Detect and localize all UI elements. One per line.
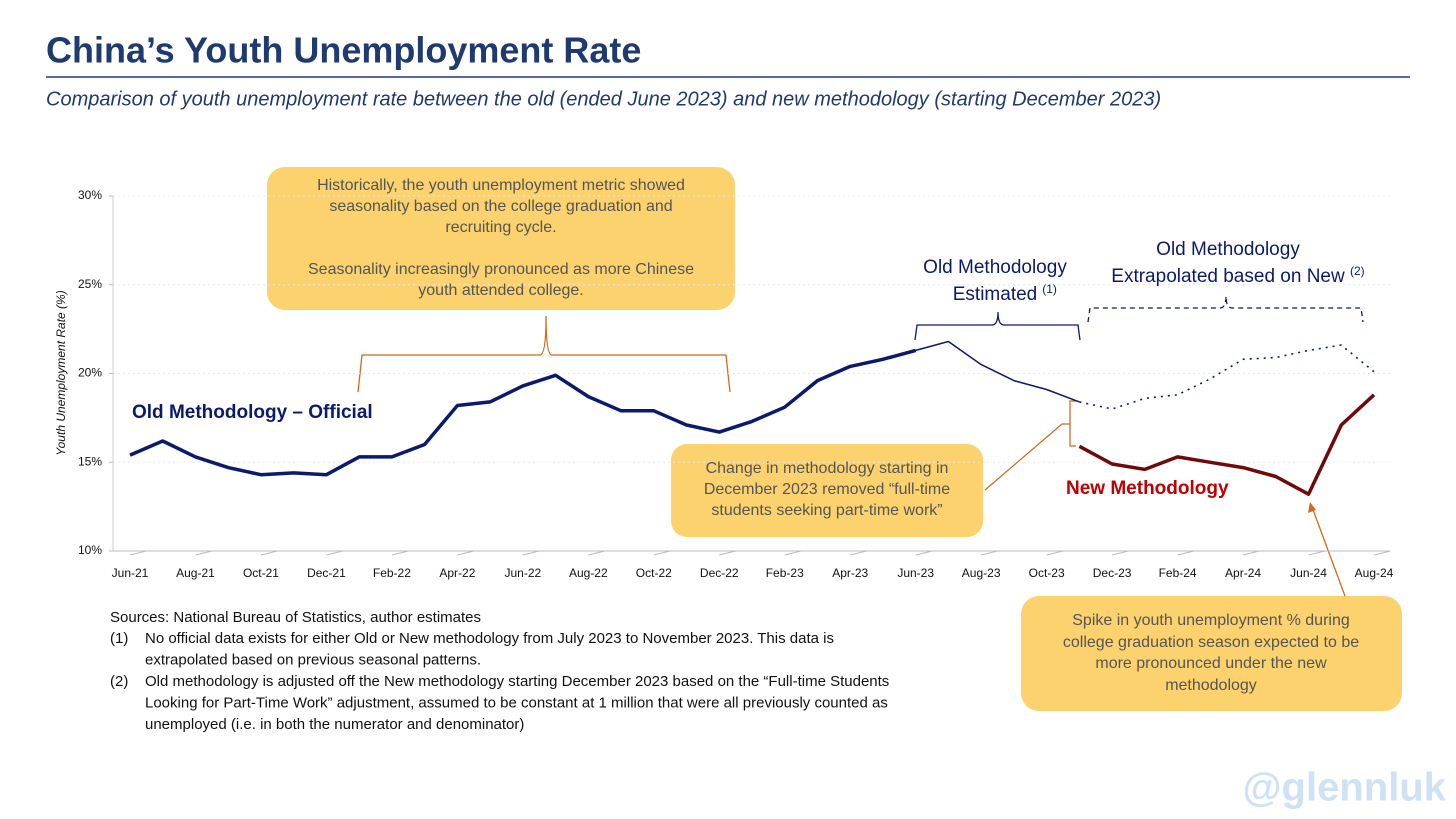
footnote-ref: (2) bbox=[1350, 264, 1365, 278]
callout-text: seasonality based on the college graduat… bbox=[329, 198, 672, 215]
series-line bbox=[1078, 393, 1376, 496]
series-line bbox=[129, 348, 917, 477]
x-tick-label: Dec-21 bbox=[307, 566, 346, 580]
x-tick bbox=[391, 550, 409, 556]
callout-box bbox=[1021, 596, 1402, 711]
x-tick-label: Apr-23 bbox=[832, 566, 868, 580]
x-tick bbox=[850, 550, 867, 556]
x-tick-label: Apr-24 bbox=[1225, 566, 1261, 580]
callout-text: December 2023 removed “full-time bbox=[704, 481, 950, 498]
x-tick bbox=[981, 550, 998, 556]
callout-text: recruiting cycle. bbox=[445, 219, 556, 236]
callout-text: youth attended college. bbox=[418, 282, 583, 299]
x-tick-label: Dec-22 bbox=[700, 566, 739, 580]
series-label: Old Methodology Estimated bbox=[923, 257, 1067, 305]
series-line bbox=[915, 340, 1080, 403]
footnote-ref: (1) bbox=[1042, 282, 1057, 296]
x-tick bbox=[1177, 550, 1195, 556]
series-label-line: Old Methodology bbox=[1156, 239, 1300, 260]
x-tick bbox=[457, 550, 474, 556]
x-tick bbox=[522, 550, 540, 556]
y-tick-label: 25% bbox=[78, 277, 102, 291]
series-label-line: Estimated bbox=[953, 284, 1037, 305]
callout-text: Change in methodology starting in bbox=[706, 460, 949, 477]
x-tick bbox=[719, 550, 736, 556]
callout-text: Historically, the youth unemployment met… bbox=[317, 177, 685, 194]
x-tick bbox=[129, 550, 147, 556]
callout-box bbox=[671, 444, 983, 537]
footnote-text: Looking for Part-Time Work” adjustment, … bbox=[145, 694, 888, 711]
x-tick-label: Jun-21 bbox=[112, 566, 149, 580]
x-tick bbox=[1046, 550, 1064, 556]
x-tick bbox=[1242, 550, 1260, 556]
sources: Sources: National Bureau of Statistics, … bbox=[110, 609, 481, 626]
x-tick bbox=[1308, 550, 1326, 556]
y-tick-label: 30% bbox=[78, 188, 102, 202]
x-tick-label: Oct-21 bbox=[243, 566, 279, 580]
x-tick-label: Dec-23 bbox=[1093, 566, 1132, 580]
series-line bbox=[1079, 344, 1375, 410]
chart-title: China’s Youth Unemployment Rate bbox=[46, 30, 641, 71]
arrow-head bbox=[1308, 502, 1316, 513]
x-tick bbox=[326, 550, 343, 556]
callout-text: college graduation season expected to be bbox=[1063, 634, 1359, 651]
y-tick-label: 15% bbox=[78, 454, 102, 468]
x-tick-label: Aug-22 bbox=[569, 566, 608, 580]
x-tick-label: Jun-22 bbox=[504, 566, 541, 580]
series-label-line: Extrapolated based on New bbox=[1111, 266, 1345, 287]
x-tick bbox=[1373, 550, 1391, 556]
x-tick-label: Aug-23 bbox=[962, 566, 1001, 580]
x-tick bbox=[195, 550, 212, 556]
x-tick-label: Aug-21 bbox=[176, 566, 215, 580]
series-label: Old Methodology Extrapolated based on New bbox=[1111, 239, 1345, 287]
x-tick-label: Oct-22 bbox=[636, 566, 672, 580]
x-tick bbox=[915, 550, 933, 556]
x-tick bbox=[1111, 550, 1129, 556]
x-tick-label: Jun-23 bbox=[897, 566, 934, 580]
callout-box bbox=[267, 167, 735, 310]
leader-line bbox=[984, 423, 1070, 491]
chart-subtitle: Comparison of youth unemployment rate be… bbox=[46, 88, 1161, 110]
x-tick-label: Aug-24 bbox=[1355, 566, 1394, 580]
bracket bbox=[1069, 400, 1076, 447]
x-tick-label: Apr-22 bbox=[439, 566, 475, 580]
x-tick-label: Feb-24 bbox=[1159, 566, 1197, 580]
bracket bbox=[1087, 295, 1364, 323]
bracket bbox=[914, 311, 1081, 341]
x-tick bbox=[260, 550, 278, 556]
callout-text: Seasonality increasingly pronounced as m… bbox=[308, 261, 694, 278]
y-axis-label: Youth Unemployment Rate (%) bbox=[54, 290, 68, 455]
footnote-text: extrapolated based on previous seasonal … bbox=[145, 651, 481, 668]
series-label: New Methodology bbox=[1066, 478, 1229, 499]
callout-text: students seeking part-time work” bbox=[711, 502, 942, 519]
y-tick-label: 10% bbox=[78, 543, 102, 557]
x-tick-label: Feb-22 bbox=[373, 566, 411, 580]
x-tick bbox=[588, 550, 605, 556]
callout-text: methodology bbox=[1165, 677, 1257, 694]
series-label-line: Old Methodology bbox=[923, 257, 1067, 278]
footnote-text: unemployed (i.e. in both the numerator a… bbox=[145, 716, 524, 733]
footnote-text: Old methodology is adjusted off the New … bbox=[145, 673, 889, 690]
footnote-marker: (1) bbox=[110, 630, 128, 647]
x-tick bbox=[653, 550, 671, 556]
y-tick-label: 20% bbox=[78, 366, 102, 380]
bracket bbox=[357, 315, 731, 393]
x-tick bbox=[784, 550, 802, 556]
x-tick-label: Feb-23 bbox=[766, 566, 804, 580]
watermark: @glennluk bbox=[1243, 766, 1447, 810]
callout-text: Spike in youth unemployment % during bbox=[1072, 612, 1350, 629]
x-tick-label: Jun-24 bbox=[1290, 566, 1327, 580]
footnote-marker: (2) bbox=[110, 673, 128, 690]
x-tick-label: Oct-23 bbox=[1029, 566, 1065, 580]
footnote-text: No official data exists for either Old o… bbox=[145, 630, 834, 647]
series-label: Old Methodology – Official bbox=[132, 402, 373, 423]
callout-text: more pronounced under the new bbox=[1095, 655, 1327, 672]
